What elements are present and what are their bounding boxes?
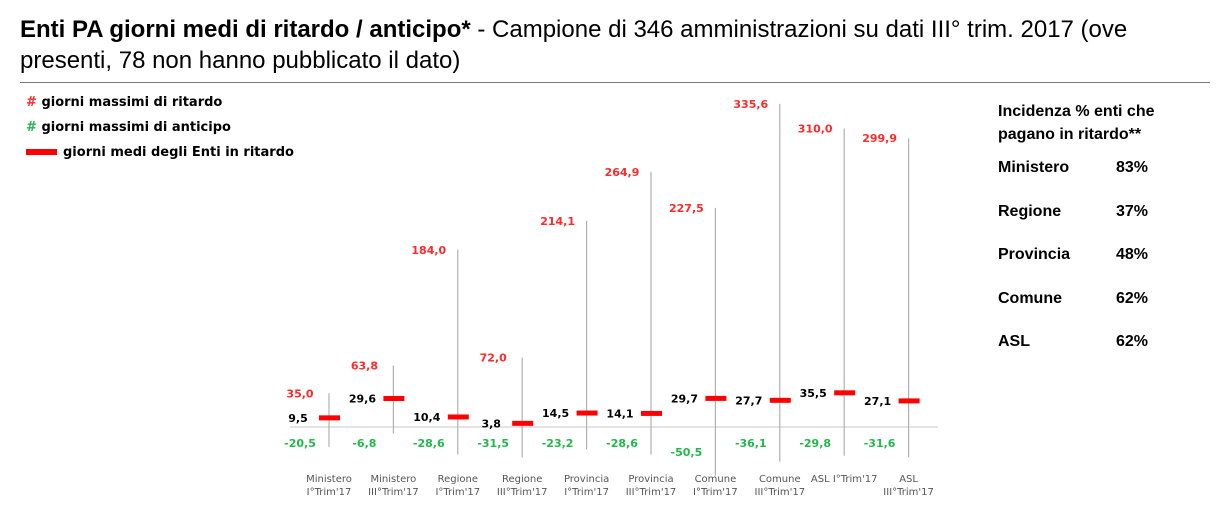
title-divider [20, 82, 1210, 83]
max-delay-label: 310,0 [798, 122, 833, 135]
legend-symbol-green: # [26, 120, 37, 135]
avg-delay-label: 14,1 [606, 407, 633, 420]
side-row-label: ASL [998, 333, 1030, 350]
side-row-ministero: Ministero 83% [998, 158, 1168, 202]
legend-item-max-delay: # giorni massimi di ritardo [26, 90, 294, 115]
max-delay-label: 72,0 [480, 352, 507, 365]
x-tick-label: Regione [438, 474, 478, 485]
max-advance-label: -28,6 [413, 437, 445, 450]
legend-label-max-advance: giorni massimi di anticipo [41, 120, 231, 135]
max-advance-label: -31,6 [864, 437, 896, 450]
max-advance-label: -50,5 [671, 446, 703, 459]
x-tick-label: Comune [759, 474, 801, 485]
avg-marker [576, 410, 598, 416]
side-row-value: 83% [1116, 159, 1149, 176]
side-row-label: Comune [998, 289, 1062, 307]
max-advance-label: -6,8 [352, 437, 376, 450]
avg-delay-label: 35,5 [800, 387, 827, 400]
avg-delay-label: 14,5 [542, 407, 569, 420]
side-row-label: Regione [998, 202, 1062, 220]
x-tick-label: ASL I°Trim'17 [811, 474, 878, 485]
chart-title: Enti PA giorni medi di ritardo / anticip… [20, 14, 1210, 76]
x-tick-label: III°Trim'17 [626, 487, 677, 498]
legend-marker-avg [26, 148, 57, 155]
avg-delay-label: 29,7 [671, 392, 698, 405]
side-row-comune: Comune 62% [998, 289, 1168, 333]
legend-label-avg-delay: giorni medi degli Enti in ritardo [63, 145, 294, 160]
x-tick-label: III°Trim'17 [497, 487, 548, 498]
side-row-value: 62% [1116, 333, 1149, 350]
legend-item-avg-delay: giorni medi degli Enti in ritardo [26, 140, 294, 165]
side-row-label: Provincia [998, 246, 1071, 263]
x-tick-label: I°Trim'17 [693, 487, 738, 498]
avg-marker [705, 395, 727, 401]
avg-marker [769, 397, 791, 403]
avg-delay-label: 9,5 [288, 412, 308, 425]
max-advance-label: -29,8 [799, 437, 831, 450]
avg-marker [319, 415, 340, 421]
legend-symbol-red: # [26, 95, 37, 110]
side-row-value: 37% [1116, 202, 1149, 220]
x-tick-label: Ministero [370, 474, 416, 485]
x-tick-label: Ministero [306, 474, 352, 485]
x-tick-label: III°Trim'17 [883, 487, 934, 498]
side-panel-rows: Ministero 83% Regione 37% Provincia 48% Comune… [998, 158, 1168, 376]
max-advance-label: -20,5 [284, 437, 316, 450]
chart-title-rest: - Campione di 346 amministrazioni su dat… [20, 16, 1128, 74]
legend-label-max-delay: giorni massimi di ritardo [41, 95, 223, 110]
avg-marker [834, 390, 856, 396]
x-tick-label: III°Trim'17 [368, 487, 419, 498]
x-tick-label: Provincia [628, 474, 673, 485]
max-delay-label: 227,5 [669, 202, 704, 215]
side-panel: Incidenza % enti che pagano in ritardo**… [998, 100, 1168, 376]
side-row-label: Ministero [998, 159, 1070, 176]
side-row-asl: ASL 62% [998, 332, 1168, 376]
max-advance-label: -31,5 [477, 437, 509, 450]
max-delay-label: 299,9 [862, 132, 897, 145]
x-tick-label: Provincia [564, 474, 609, 485]
avg-marker [641, 410, 662, 416]
avg-delay-label: 3,8 [481, 417, 501, 430]
avg-marker [383, 395, 405, 401]
legend-item-max-advance: # giorni massimi di anticipo [26, 115, 294, 140]
avg-marker [447, 414, 469, 420]
x-tick-label: Comune [695, 474, 737, 485]
x-tick-label: I°Trim'17 [435, 487, 480, 498]
legend: # giorni massimi di ritardo # giorni mas… [26, 90, 294, 165]
x-tick-label: III°Trim'17 [755, 487, 806, 498]
x-tick-label: ASL [899, 474, 918, 485]
max-advance-label: -28,6 [606, 437, 638, 450]
x-tick-label: I°Trim'17 [307, 487, 352, 498]
avg-marker [898, 398, 920, 404]
x-tick-label: I°Trim'17 [564, 487, 609, 498]
max-delay-label: 35,0 [286, 387, 313, 400]
side-row-provincia: Provincia 48% [998, 245, 1168, 289]
avg-delay-label: 27,1 [864, 395, 891, 408]
max-delay-label: 63,8 [351, 360, 378, 373]
side-row-value: 62% [1116, 289, 1149, 307]
max-advance-label: -23,2 [542, 437, 574, 450]
side-row-regione: Regione 37% [998, 202, 1168, 246]
max-delay-label: 214,1 [540, 215, 575, 228]
max-advance-label: -36,1 [735, 437, 767, 450]
side-panel-title: Incidenza % enti che pagano in ritardo** [998, 103, 1155, 143]
max-delay-label: 264,9 [605, 166, 640, 179]
avg-marker [512, 420, 534, 426]
x-tick-label: Regione [502, 474, 542, 485]
avg-delay-label: 27,7 [735, 394, 762, 407]
side-row-value: 48% [1116, 246, 1149, 263]
chart-title-bold: Enti PA giorni medi di ritardo / anticip… [20, 16, 471, 43]
avg-delay-label: 10,4 [413, 411, 440, 424]
max-delay-label: 184,0 [411, 244, 446, 257]
max-delay-label: 335,6 [733, 98, 768, 111]
avg-delay-label: 29,6 [349, 392, 376, 405]
